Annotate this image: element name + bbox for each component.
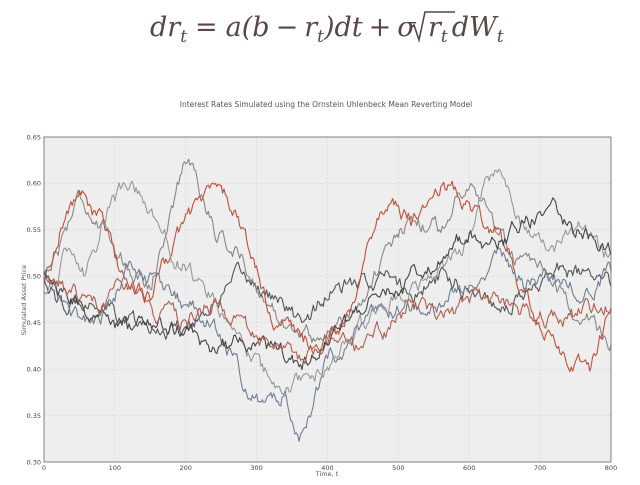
y-tick-label: 0.35 [27, 412, 41, 420]
eq-dW: dW [452, 12, 499, 43]
equation-formula: drt = a(b − rt)dt + σ rt dWt [150, 11, 504, 47]
svg-text:drt=a(b−rt)dt+σ: drt = a(b − rt)dt + σ [150, 12, 417, 47]
chart-title: Interest Rates Simulated using the Ornst… [180, 100, 473, 109]
eq-sqrt-sub: t [441, 27, 448, 47]
series-group [43, 158, 612, 442]
series-line-5 [43, 168, 612, 397]
series-line-2 [43, 158, 612, 352]
eq-dW-sub: t [497, 27, 504, 47]
x-tick-label: 600 [463, 464, 475, 472]
x-tick-label: 300 [250, 464, 262, 472]
plot-frame [43, 136, 612, 463]
y-tick-label: 0.50 [27, 273, 41, 281]
eq-plus: + [369, 12, 392, 43]
eq-minus: − [276, 12, 299, 43]
x-tick-label: 0 [42, 464, 46, 472]
eq-r-sub: t [317, 27, 324, 47]
series-line-6 [43, 197, 612, 371]
sqrt-radical-icon [409, 11, 455, 44]
x-tick-label: 500 [392, 464, 404, 472]
y-axis-label: Simulated Asset Price [20, 265, 28, 336]
x-tick-label: 100 [109, 464, 121, 472]
eq-r: r [304, 12, 319, 43]
x-tick-label: 700 [534, 464, 546, 472]
x-tick-label: 800 [605, 464, 617, 472]
eq-sqrt-r: r [428, 12, 443, 43]
y-tick-label: 0.60 [27, 180, 41, 188]
y-tick-label: 0.65 [27, 133, 41, 141]
equation-header: drt = a(b − rt)dt + σ rt dWt [0, 2, 640, 60]
y-tick-label: 0.40 [27, 365, 41, 373]
x-tick-label: 400 [321, 464, 333, 472]
y-tick-label: 0.45 [27, 319, 41, 327]
y-tick-label: 0.55 [27, 226, 41, 234]
x-tick-label: 200 [180, 464, 192, 472]
x-axis-label: Time, t [315, 470, 339, 478]
eq-equals: = [195, 12, 218, 43]
y-axis: 0.30 0.35 0.40 0.45 0.50 0.55 0.60 0.65 [27, 133, 41, 466]
series-line-4 [43, 247, 612, 442]
series-line-1 [43, 261, 612, 340]
eq-lhs: dr [150, 12, 182, 43]
x-axis: 0 100 200 300 400 500 600 700 800 [42, 464, 617, 472]
eq-lhs-sub: t [180, 27, 187, 47]
eq-a: a(b [226, 12, 270, 43]
y-tick-label: 0.30 [27, 458, 41, 466]
eq-dt: )dt [323, 12, 363, 43]
eq-sigma: σ [397, 12, 417, 43]
series-line-7 [43, 275, 612, 365]
